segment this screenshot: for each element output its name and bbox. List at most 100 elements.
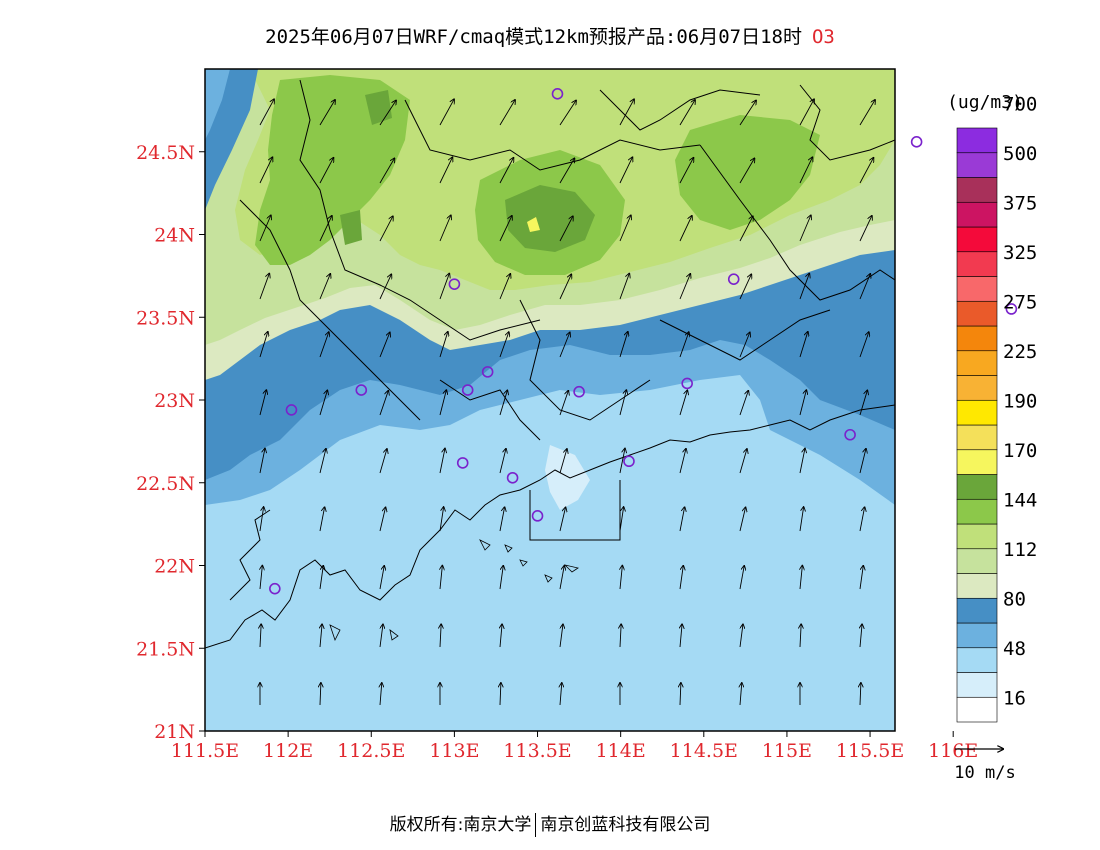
wind-arrow xyxy=(499,216,512,242)
wind-arrow xyxy=(619,99,634,126)
wind-arrow xyxy=(619,157,632,184)
station-marker xyxy=(910,136,923,148)
wind-arrow xyxy=(799,332,808,358)
wind-arrow xyxy=(499,566,503,590)
field-144-157-east xyxy=(675,115,820,230)
wind-arrow xyxy=(439,332,448,358)
wind-arrow xyxy=(499,274,510,300)
wind-arrow xyxy=(259,449,265,474)
wind-arrow xyxy=(559,507,566,532)
wind-arrow xyxy=(739,216,753,242)
wind-arrow xyxy=(500,683,501,706)
colorbar-label: 500 xyxy=(1003,143,1037,165)
station-marker xyxy=(551,88,564,100)
wind-arrow xyxy=(320,683,321,706)
wind-arrow xyxy=(740,43,758,67)
wind-arrow xyxy=(499,449,506,474)
station-marker xyxy=(727,273,740,285)
wind-arrow xyxy=(679,566,683,590)
colorbar-label: 144 xyxy=(1003,489,1037,511)
wind-arrow xyxy=(799,274,809,300)
colorbar-segment xyxy=(956,498,998,525)
wind-arrow xyxy=(379,566,384,590)
station-marker xyxy=(269,582,281,595)
colorbar-segment xyxy=(956,672,998,698)
station-marker xyxy=(681,377,693,390)
wind-arrow xyxy=(799,99,814,126)
wind-arrow xyxy=(379,391,388,416)
colorbar-segment xyxy=(956,201,998,228)
colorbar-label: 275 xyxy=(1003,291,1037,313)
wind-arrow xyxy=(559,566,564,590)
wind-arrow xyxy=(619,507,624,532)
station-marker xyxy=(573,385,585,398)
lon-tick-label: 115.5E xyxy=(836,740,904,762)
wind-arrow xyxy=(679,332,689,358)
wind-arrow xyxy=(559,624,563,648)
colorbar-segment xyxy=(956,597,998,624)
field-157-170-center xyxy=(505,185,595,252)
wind-arrow xyxy=(560,43,578,67)
wind-arrow xyxy=(620,41,636,67)
wind-arrow xyxy=(859,274,870,300)
wind-arrow xyxy=(679,158,693,184)
wind-arrow xyxy=(559,391,568,416)
lon-tick-label: 114.5E xyxy=(670,740,738,762)
colorbar-label: 325 xyxy=(1003,242,1037,264)
wind-arrow xyxy=(920,507,926,531)
islands xyxy=(329,539,579,642)
colorbar-segment xyxy=(956,177,998,203)
wind-arrow xyxy=(799,215,811,242)
wind-arrow xyxy=(440,566,442,590)
wind-arrow xyxy=(920,566,924,589)
wind-arrow xyxy=(740,683,742,706)
colorbar: 16 48 80 112 144 170 190 225 275 325 375 500 700 xyxy=(956,93,1037,723)
wind-arrow xyxy=(679,216,692,242)
lat-tick-label: 23.5N xyxy=(136,307,195,329)
wind-arrow xyxy=(620,624,621,648)
wind-arrow xyxy=(499,390,507,416)
wind-arrow xyxy=(319,332,329,358)
colorbar-segment xyxy=(956,226,998,253)
colorbar-segment xyxy=(956,325,998,352)
wind-arrow xyxy=(680,683,681,706)
colorbar-label: 190 xyxy=(1003,390,1037,412)
lon-tick-label: 112.5E xyxy=(337,740,405,762)
wind-arrow xyxy=(259,157,272,184)
wind-arrow xyxy=(379,101,396,126)
wind-arrow xyxy=(560,683,562,706)
wind-arrow xyxy=(679,274,690,300)
wind-arrow xyxy=(319,216,332,242)
wind-arrow xyxy=(859,158,873,184)
colorbar-label: 112 xyxy=(1003,539,1037,561)
colorbar-segment xyxy=(956,399,998,426)
wind-arrow xyxy=(920,391,928,415)
colorbar-segment xyxy=(956,300,998,327)
wind-arrow xyxy=(499,100,515,126)
wind-arrow xyxy=(920,274,931,299)
colorbar-segment xyxy=(956,276,998,302)
colorbar-segment xyxy=(956,647,998,673)
wind-arrow xyxy=(920,624,923,647)
lon-tick-label: 114E xyxy=(596,740,646,762)
wind-arrow xyxy=(439,274,449,300)
wind-arrow xyxy=(320,624,322,648)
station-marker xyxy=(844,428,856,441)
wind-arrow xyxy=(380,43,398,67)
wind-arrow xyxy=(260,624,261,648)
station-marker xyxy=(531,510,544,522)
wind-arrow xyxy=(379,624,383,648)
map-title-text: 2025年06月07日WRF/cmaq模式12km预报产品:06月07日18时 xyxy=(265,26,802,48)
field-nw-blue2 xyxy=(205,69,230,140)
station-marker xyxy=(456,457,469,469)
colorbar-segment xyxy=(956,474,998,500)
lon-tick-label: 112E xyxy=(263,740,313,762)
wind-arrow xyxy=(920,43,938,67)
wind-arrow xyxy=(679,507,685,532)
wind-arrow xyxy=(259,274,269,300)
station-marker xyxy=(506,471,519,484)
wind-arrow xyxy=(859,449,866,474)
colorbar-label: 375 xyxy=(1003,192,1037,214)
lat-tick-label: 21.5N xyxy=(136,638,195,660)
map-title: 2025年06月07日WRF/cmaq模式12km预报产品:06月07日18时 O… xyxy=(0,22,1100,49)
